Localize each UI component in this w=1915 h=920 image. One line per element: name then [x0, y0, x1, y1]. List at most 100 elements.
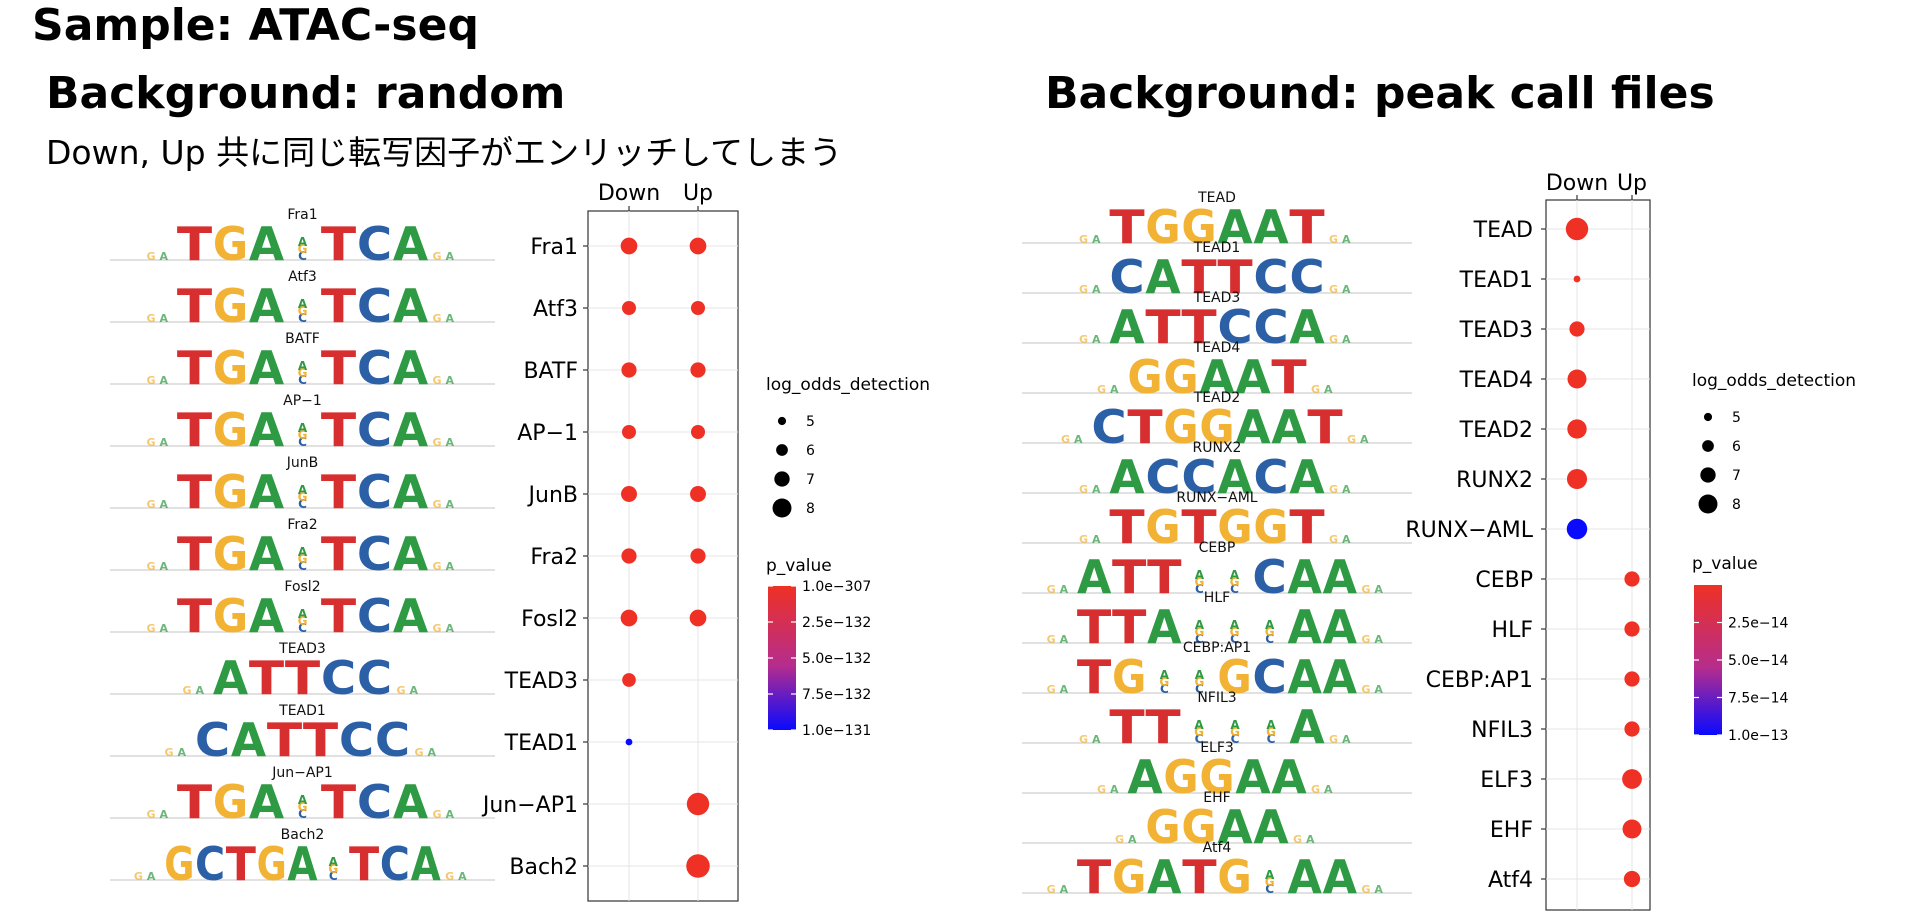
motif-logo-flank: G [1329, 483, 1338, 496]
motif-logo-letter: A [1253, 800, 1289, 854]
point-tead-down [1565, 217, 1589, 241]
point-tead1-down [625, 738, 633, 746]
motif-logo-letter: C [1195, 582, 1204, 596]
motif-logo-letter: T [177, 217, 213, 271]
motif-logo-letter: G [1159, 675, 1169, 689]
size-legend-key [1698, 494, 1718, 514]
motif-logo-flank: G [1361, 683, 1370, 696]
motif-logo-letter: A [1253, 200, 1289, 254]
color-legend-label: 5.0e−14 [1728, 653, 1789, 669]
motif-logo-letter: A [1147, 600, 1182, 654]
motif-logo-letter: T [1077, 650, 1112, 704]
motif-logo-letter: A [1194, 718, 1204, 732]
motif-logo-letter: T [321, 775, 357, 829]
size-legend-key [777, 416, 787, 426]
x-tick-label-down: Down [1546, 171, 1608, 196]
point-tead1-down [1573, 275, 1581, 283]
motif-logo-letter: A [1217, 200, 1253, 254]
motif-logo-letter: G [1145, 500, 1180, 554]
y-tick-label-elf3: ELF3 [1480, 768, 1533, 793]
motif-logo-letter: G [298, 428, 308, 442]
size-legend-title: log_odds_detection [766, 375, 930, 395]
point-atf4-up [1623, 870, 1641, 888]
point-ap-1-down [621, 424, 637, 440]
size-legend-key [776, 444, 788, 456]
color-legend-label: 7.5e−132 [802, 687, 871, 703]
motif-logo-letter: A [1288, 850, 1323, 904]
motif-logo-letter: A [298, 793, 308, 807]
motif-logo-letter: T [1289, 500, 1325, 554]
motif-logo-letter: A [1323, 600, 1358, 654]
motif-logo-letter: A [249, 403, 285, 457]
motif-logo-name: TEAD [1197, 190, 1236, 206]
motif-logo-flank: A [1060, 633, 1069, 646]
motif-logo-name: TEAD2 [1193, 390, 1241, 406]
motif-logo-name: TEAD1 [1193, 240, 1241, 256]
point-hlf-up [1624, 621, 1640, 637]
motif-logo-flank: G [165, 746, 174, 759]
motif-logo-letter: A [249, 279, 285, 333]
motif-logo-letter: C [357, 279, 392, 333]
motif-logo-letter: G [298, 366, 308, 380]
motif-logo-letter: T [177, 465, 213, 519]
motif-logo-letter: C [298, 435, 307, 449]
motif-logo-letter: C [1252, 550, 1286, 604]
y-tick-label-tead3: TEAD3 [1459, 318, 1533, 343]
motif-logo-letter: C [1265, 882, 1274, 896]
motif-logo-letter: G [1230, 575, 1240, 589]
motif-logo-letter: T [321, 527, 357, 581]
motif-logo-flank: G [1079, 333, 1088, 346]
motif-logo-letter: A [249, 527, 285, 581]
motif-logo-flank: G [1047, 683, 1056, 696]
color-legend-label: 2.5e−14 [1728, 616, 1789, 632]
sample-title: Sample: ATAC-seq [32, 0, 479, 51]
motif-logo-flank: A [1092, 283, 1101, 296]
motif-logo-letter: C [298, 807, 307, 821]
motif-logo-flank: G [1047, 883, 1056, 896]
motif-logo-letter: T [267, 713, 303, 767]
color-legend-label: 7.5e−14 [1728, 691, 1789, 707]
size-legend-label: 8 [806, 501, 815, 517]
motif-logo-flank: A [1060, 683, 1069, 696]
motif-logo-name: HLF [1204, 590, 1230, 606]
motif-logo-letter: A [1217, 800, 1253, 854]
motif-logo-flank: A [1374, 683, 1383, 696]
motif-logo-letter: C [298, 621, 307, 635]
motif-logo-letter: A [1235, 400, 1271, 454]
motif-logo-flank: G [1097, 783, 1106, 796]
point-nfil3-up [1624, 721, 1640, 737]
motif-logo-flank: A [1374, 633, 1383, 646]
motif-logo-letter: G [213, 403, 248, 457]
y-tick-label-tead2: TEAD2 [1459, 418, 1533, 443]
motif-logo-letter: A [393, 527, 429, 581]
motif-logo-letter: G [1181, 800, 1216, 854]
motif-logo-letter: G [213, 589, 248, 643]
motif-logo-flank: G [433, 250, 442, 263]
motif-logo-flank: G [1079, 283, 1088, 296]
motif-logo-letter: G [1217, 500, 1252, 554]
motif-logo-letter: T [321, 279, 357, 333]
motif-logo-letter: G [1266, 725, 1276, 739]
motif-logo-flank: G [433, 436, 442, 449]
motif-logo-name: NFIL3 [1197, 690, 1236, 706]
motif-logo-flank: A [1110, 383, 1119, 396]
motif-logo-flank: A [1092, 333, 1101, 346]
motif-logo-letter: G [213, 279, 248, 333]
motif-logo-letter: T [177, 589, 213, 643]
point-junb-down [621, 486, 637, 502]
motif-logo-letter: C [1231, 732, 1240, 746]
motif-logo-flank: G [147, 312, 156, 325]
motif-logo-letter: G [1112, 650, 1146, 704]
motif-logo-flank: A [446, 374, 455, 387]
motif-logo-letter: C [1195, 682, 1204, 696]
point-cebp-ap1-up [1624, 671, 1640, 687]
motif-logo-letter: G [213, 341, 248, 395]
motif-logo-letter: T [1307, 400, 1343, 454]
motif-logo-letter: C [1230, 632, 1239, 646]
motif-logo-letter: T [1181, 250, 1217, 304]
